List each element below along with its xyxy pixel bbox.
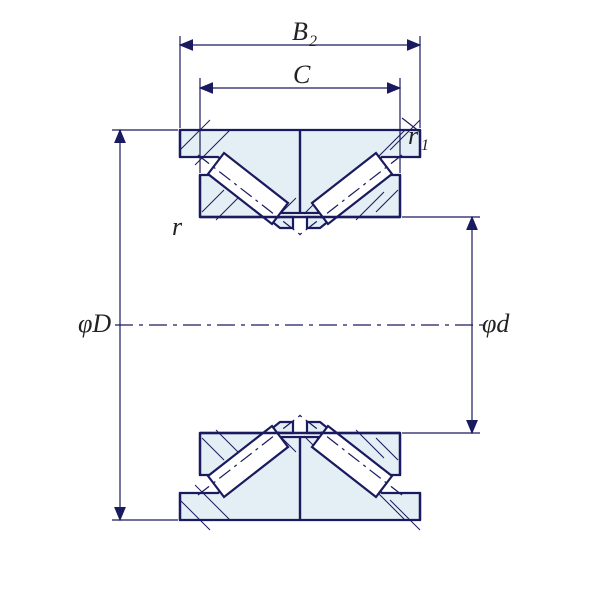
- phid-label: φd: [482, 309, 510, 338]
- r1-main: r: [408, 121, 419, 150]
- phiD-label: φD: [78, 309, 111, 338]
- r1-sub: 1: [421, 137, 429, 154]
- B2-sub: 2: [309, 33, 317, 50]
- C-label: C: [293, 60, 311, 89]
- r-label: r: [172, 212, 183, 241]
- bearing-cross-section: B 2 C φD φd r r 1: [0, 0, 600, 600]
- B2-label: B: [292, 17, 308, 46]
- dim-r: r: [172, 212, 183, 241]
